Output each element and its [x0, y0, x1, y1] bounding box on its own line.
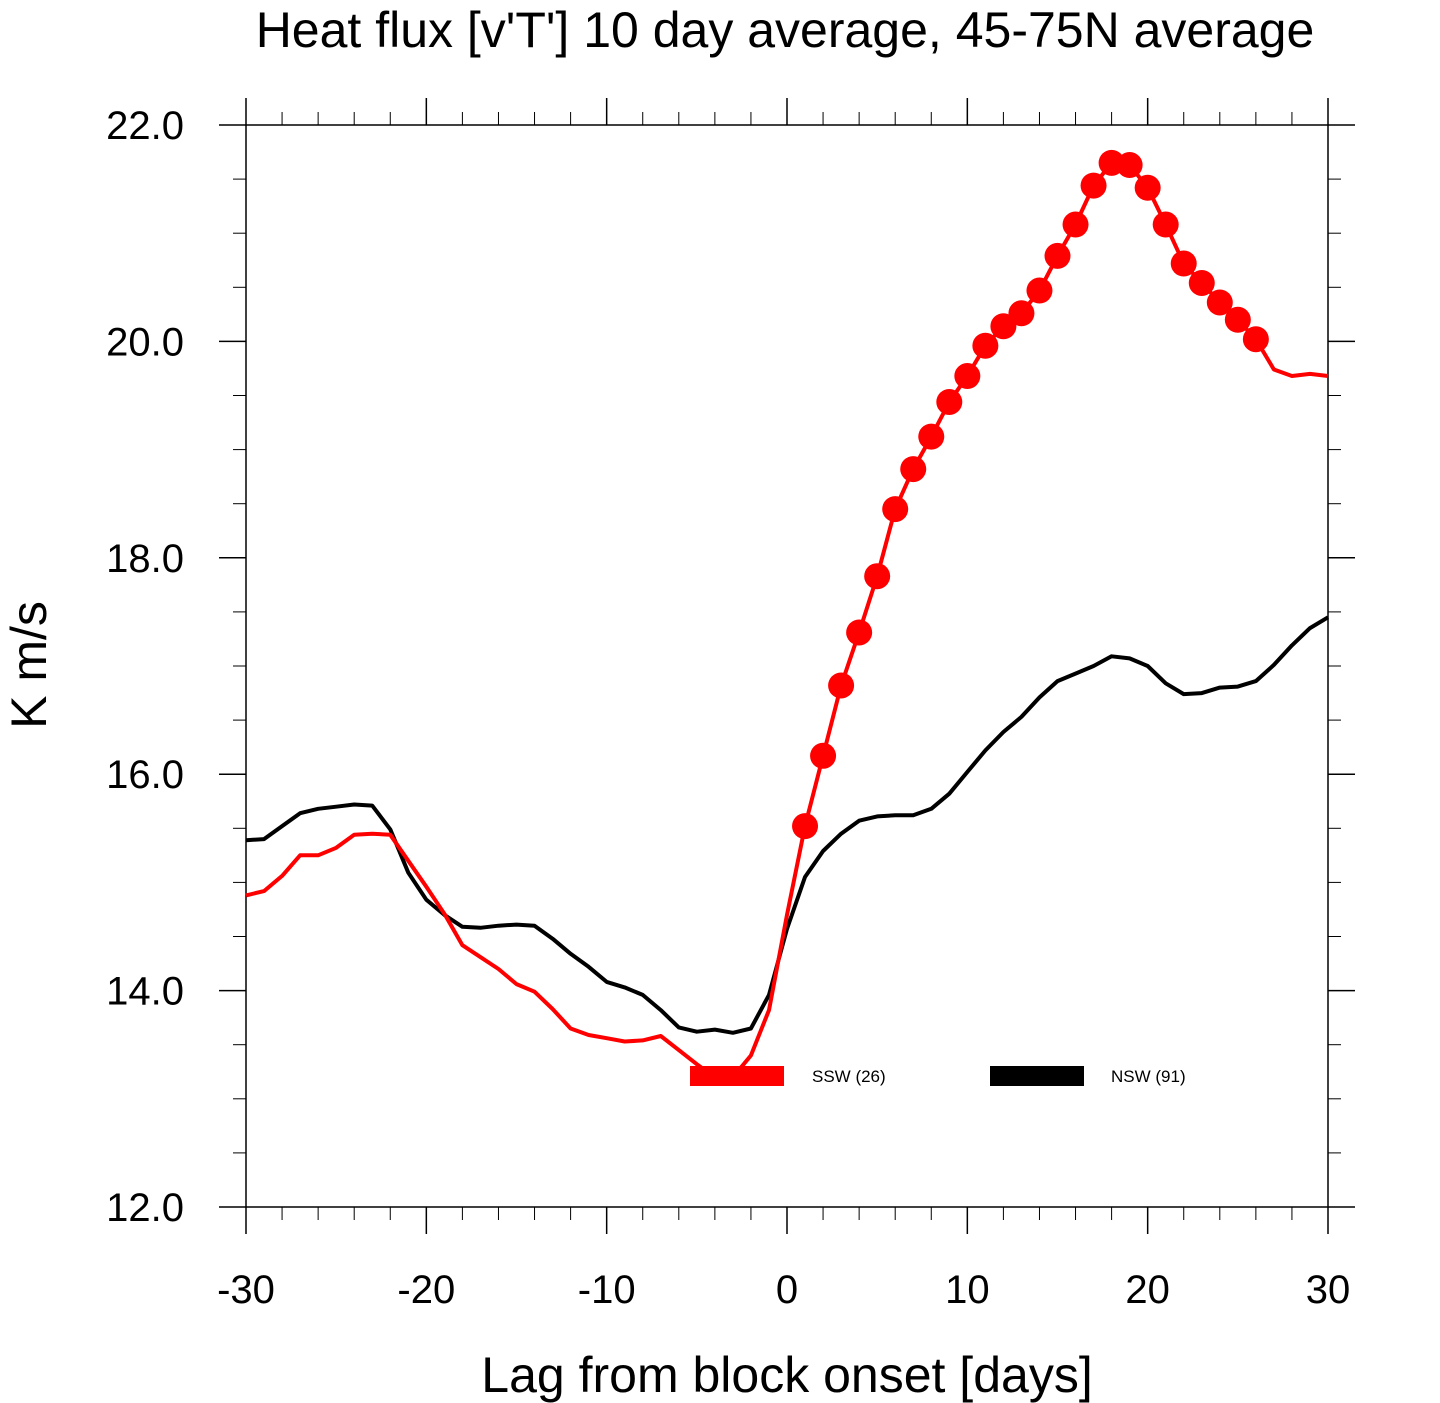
x-tick-label: -30: [217, 1268, 275, 1312]
data-point-ssw: [810, 742, 837, 769]
axis-ticks: [219, 98, 1355, 1234]
data-point-ssw: [1242, 326, 1269, 353]
x-axis-title: Lag from block onset [days]: [481, 1347, 1092, 1403]
data-point-ssw: [1206, 289, 1233, 316]
data-point-ssw: [990, 313, 1017, 340]
legend-label: NSW (91): [1111, 1067, 1186, 1086]
tick-labels: -30 -20 -10 0 10 20 30 12.0 14.0 16.0 18.0 20.0 22.0: [106, 104, 1350, 1312]
x-tick-label: 20: [1125, 1268, 1170, 1312]
data-point-ssw: [1116, 152, 1143, 179]
chart-title: Heat flux [v'T'] 10 day average, 45-75N …: [256, 2, 1315, 58]
x-tick-label: 30: [1306, 1268, 1351, 1312]
series-line-nsw: [245, 615, 1330, 1035]
data-point-ssw: [900, 456, 927, 483]
data-point-ssw: [864, 563, 891, 590]
y-tick-label: 18.0: [106, 537, 184, 581]
x-tick-label: 0: [776, 1268, 798, 1312]
data-point-ssw: [954, 363, 981, 390]
y-axis-title: K m/s: [1, 601, 57, 729]
data-point-ssw: [828, 672, 855, 699]
y-tick-label: 16.0: [106, 753, 184, 797]
data-point-ssw: [792, 813, 819, 840]
data-point-ssw: [1062, 211, 1089, 238]
series-lines: [245, 149, 1330, 1080]
y-tick-label: 14.0: [106, 970, 184, 1014]
data-point-ssw: [1188, 269, 1215, 296]
y-tick-label: 12.0: [106, 1186, 184, 1230]
data-point-ssw: [936, 388, 963, 415]
series-line-ssw: [245, 160, 1329, 1080]
data-point-ssw: [846, 619, 873, 646]
y-tick-label: 22.0: [106, 104, 184, 148]
data-point-ssw: [1008, 300, 1035, 327]
legend-swatch: [690, 1066, 784, 1086]
data-point-ssw: [918, 423, 945, 450]
legend-swatch: [990, 1066, 1084, 1086]
legend-label: SSW (26): [812, 1067, 886, 1086]
x-tick-label: -10: [578, 1268, 636, 1312]
data-point-ssw: [1224, 306, 1251, 333]
data-point-ssw: [1170, 250, 1197, 277]
data-point-ssw: [1152, 211, 1179, 238]
data-point-ssw: [1026, 277, 1053, 304]
plot-frame: [245, 124, 1329, 1208]
data-point-ssw: [882, 496, 909, 523]
plot-border: [245, 124, 1329, 1208]
data-point-ssw: [972, 332, 999, 359]
data-point-ssw: [1044, 242, 1071, 269]
x-tick-label: 10: [945, 1268, 990, 1312]
legend: SSW (26) NSW (91): [690, 1066, 1186, 1086]
data-point-ssw: [1080, 172, 1107, 199]
y-tick-label: 20.0: [106, 320, 184, 364]
x-tick-label: -20: [397, 1268, 455, 1312]
data-point-ssw: [1134, 174, 1161, 201]
